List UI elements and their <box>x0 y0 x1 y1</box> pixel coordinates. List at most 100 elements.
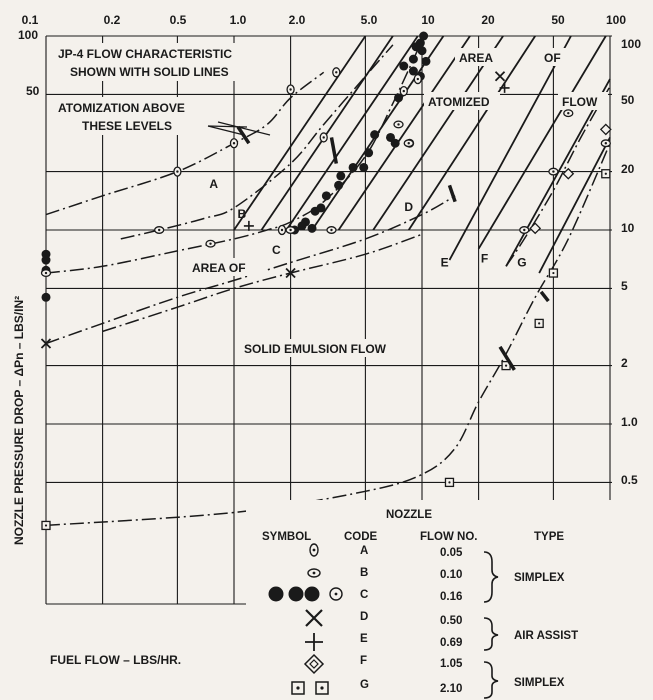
jp4-line-6 <box>407 35 536 231</box>
annotations: JP-4 FLOW CHARACTERISTIC SHOWN WITH SOLI… <box>58 47 598 356</box>
curve-C <box>45 49 419 274</box>
marker-filled-14 <box>364 148 374 158</box>
marker-filled-16 <box>359 162 369 172</box>
marker-square-dot <box>552 271 555 275</box>
marker-filled-23 <box>297 221 307 231</box>
marker-filled-17 <box>336 171 346 181</box>
marker-filled-15 <box>348 162 358 172</box>
marker-dot <box>157 228 161 232</box>
marker-dotted-circle-5 <box>399 85 408 97</box>
curve-label-A: A <box>209 177 218 191</box>
top-tick-10: 10 <box>421 13 435 27</box>
curve-label-G: G <box>517 255 526 269</box>
annotation-backgrounds <box>40 43 618 700</box>
marker-filled-18 <box>334 180 344 190</box>
top-tick-100: 100 <box>606 13 626 27</box>
marker-square-dot <box>604 172 607 175</box>
top-tick-5.0: 5.0 <box>361 13 378 27</box>
jp4-line-5 <box>372 35 504 231</box>
legend-flow-F: 1.05 <box>440 658 463 670</box>
marker-square-dot <box>448 481 451 484</box>
marker-square-dot <box>44 524 48 527</box>
legend-filled-1 <box>288 586 304 602</box>
marker-dot <box>322 136 325 139</box>
legend-code-G: G <box>360 679 369 691</box>
legend-diamond-inner <box>309 659 319 669</box>
curve-label-F: F <box>481 251 488 265</box>
marker-dot <box>209 242 212 245</box>
marker-cross-2 <box>494 71 506 82</box>
right-tick-50: 50 <box>621 93 635 107</box>
marker-dot <box>44 271 48 275</box>
annotation-area-3: ATOMIZED <box>428 95 490 109</box>
legend-col-flow: FLOW NO. <box>420 531 478 543</box>
marker-diamond-2 <box>599 123 612 136</box>
legend-brackets <box>483 551 499 699</box>
marker-square-dot <box>504 364 508 367</box>
left-tick-100: 100 <box>18 28 38 42</box>
marker-dot <box>397 123 400 126</box>
marker-filled-3 <box>417 46 427 56</box>
marker-diamond-1 <box>562 167 575 180</box>
marker-open-circle-9 <box>548 167 559 176</box>
curve-G <box>45 142 611 527</box>
right-tick-5: 5 <box>621 279 628 293</box>
marker-dot <box>604 142 608 145</box>
legend-symbol-G <box>291 681 329 695</box>
annotation-area-2: OF <box>544 51 561 65</box>
legend-flow-C: 0.16 <box>440 591 462 603</box>
marker-dotted-circle-3 <box>319 132 328 143</box>
curve-F <box>505 86 611 267</box>
marker-square-3 <box>534 318 544 329</box>
top-tick-0.1: 0.1 <box>22 13 39 27</box>
marker-dotted-circle-6 <box>413 73 422 85</box>
marker-cross-1 <box>285 267 296 279</box>
legend-code-C: C <box>360 589 368 601</box>
jp4-line-10 <box>538 137 611 274</box>
legend-dot <box>312 548 316 552</box>
marker-filled-19 <box>321 191 331 201</box>
legend-flow-E: 0.69 <box>440 637 462 649</box>
legend-symbol-A <box>309 543 319 557</box>
marker-dot <box>289 88 292 91</box>
legend-type-air-assist: AIR ASSIST <box>514 630 578 642</box>
legend-dot <box>312 571 316 575</box>
right-tick-10: 10 <box>621 221 635 235</box>
marker-filled-24 <box>307 223 317 233</box>
marker-dot <box>335 71 338 74</box>
marker-dotted-circle-1 <box>286 84 295 95</box>
jp4-line-7 <box>448 35 572 261</box>
marker-dotted-circle-4 <box>277 224 287 236</box>
legend-code-E: E <box>360 633 368 645</box>
marker-filled-27 <box>41 255 51 265</box>
marker-filled-9 <box>394 93 404 103</box>
right-tick-2: 2 <box>621 356 628 370</box>
marker-filled-6 <box>399 61 409 71</box>
marker-bar-2 <box>498 345 516 371</box>
marker-dot <box>280 228 284 232</box>
top-tick-50: 50 <box>551 13 565 27</box>
x-axis-title: FUEL FLOW – LBS/HR. <box>50 653 181 667</box>
legend-open-C <box>329 587 343 601</box>
marker-open-circle-10 <box>519 226 530 234</box>
jp4-line-0 <box>233 35 367 231</box>
marker-square-4 <box>548 268 559 278</box>
jp4-line-4 <box>337 35 471 231</box>
top-tick-2.0: 2.0 <box>289 13 306 27</box>
marker-open-circle-6 <box>403 139 414 148</box>
marker-dot <box>176 170 179 173</box>
marker-dot <box>402 89 405 93</box>
marker-square-dot <box>538 322 541 325</box>
marker-bar-1 <box>447 184 457 203</box>
legend-code-F: F <box>360 655 367 667</box>
curve-A <box>45 71 325 216</box>
marker-plus-1 <box>499 82 510 93</box>
marker-filled-12 <box>390 138 400 148</box>
marker-open-circle-5 <box>393 120 404 129</box>
marker-open-circle-2 <box>205 239 216 248</box>
marker-filled-4 <box>408 54 418 64</box>
top-tick-1.0: 1.0 <box>230 13 247 27</box>
annotation-area-4: FLOW <box>562 95 598 109</box>
annotation-area-1: AREA <box>459 51 493 65</box>
